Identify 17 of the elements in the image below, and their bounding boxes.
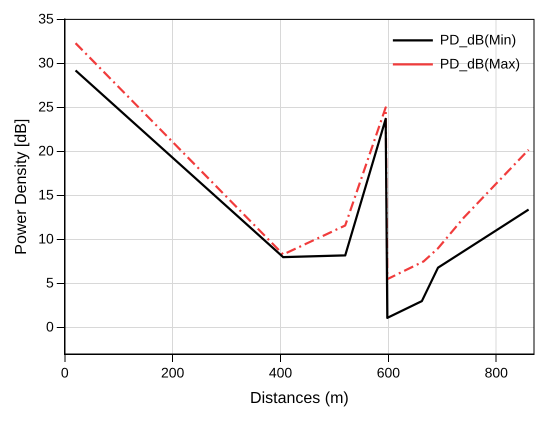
x-tick-label: 400 [268, 364, 292, 380]
x-tick-label: 600 [376, 364, 400, 380]
y-tick-label: 30 [38, 54, 54, 70]
legend-label: PD_dB(Min) [440, 31, 516, 48]
y-tick-label: 35 [38, 10, 54, 26]
y-tick-label: 20 [38, 142, 54, 158]
y-tick-label: 10 [38, 230, 54, 246]
y-tick-label: 15 [38, 186, 54, 202]
legend-label: PD_dB(Max) [440, 55, 520, 72]
y-tick-label: 25 [38, 98, 54, 114]
x-tick-label: 200 [160, 364, 185, 380]
x-tick-label: 0 [60, 364, 69, 380]
x-axis-title: Distances (m) [250, 390, 349, 407]
y-tick-label: 5 [46, 274, 54, 290]
x-tick-label: 800 [484, 364, 508, 380]
y-tick-label: 0 [46, 318, 54, 334]
y-axis-title: Power Density [dB] [13, 118, 30, 255]
